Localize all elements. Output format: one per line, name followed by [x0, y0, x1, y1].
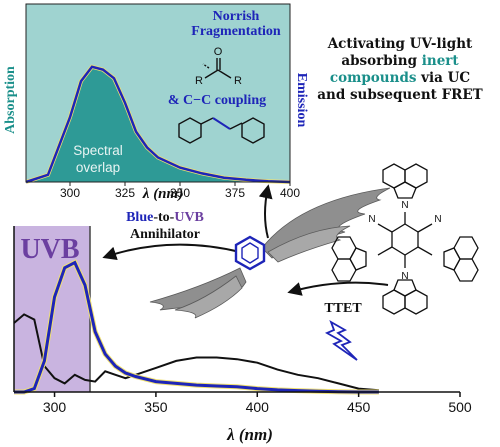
top-x-axis-label: λ (nm)	[142, 186, 183, 202]
annihilator-emission-curve	[14, 260, 379, 394]
ketone-oxygen-atom: O	[214, 46, 223, 58]
caption-inert: inert	[421, 53, 459, 69]
norrish-title-line1: Norrish	[213, 9, 260, 24]
top-x-tick-label: 325	[115, 186, 135, 200]
cyano-left: N	[368, 214, 375, 225]
absorption-label: Absorption	[3, 66, 18, 134]
ketone-r-left: R	[195, 75, 203, 87]
ketone-structure-icon	[202, 58, 232, 79]
ketone-r-right: R	[234, 75, 242, 87]
ttet-label: TTET	[324, 301, 362, 316]
top-x-tick-label: 350	[170, 186, 190, 200]
caption-line2-a: absorbing	[341, 53, 422, 69]
uvb-label: UVB	[20, 234, 79, 265]
lightning-icon	[324, 319, 358, 361]
norrish-title-line2: Fragmentation	[191, 24, 281, 39]
caption-line4: and subsequent FRET	[317, 87, 483, 103]
to-word: -to-	[153, 210, 174, 225]
top-x-tick-label: 375	[225, 186, 245, 200]
coupling-label: & C−C coupling	[168, 93, 266, 108]
annihilator-label-line2: Annihilator	[130, 227, 200, 242]
spectral-overlap-area	[26, 66, 290, 182]
bottom-x-tick-label: 350	[144, 399, 168, 415]
bottom-x-tick-label: 450	[347, 399, 371, 415]
sensitizer-structure-icon	[331, 163, 479, 315]
top-spectrum-panel: 300 325 350 375 400 Absorption Emission Spec…	[3, 3, 309, 202]
annihilator-label-line1: Blue-to-UVB	[126, 210, 204, 225]
bottom-x-tick-label: 300	[43, 399, 67, 415]
stilbene-structure-icon	[178, 117, 265, 144]
caption-line1: Activating UV-light	[327, 36, 473, 52]
bottom-x-axis-label: λ (nm)	[226, 425, 273, 444]
cyano-right: N	[434, 214, 441, 225]
overlap-label-line2: overlap	[76, 160, 120, 175]
top-x-ticks: 300 325 350 375 400	[60, 182, 300, 200]
carbazole-n-top: N	[401, 200, 408, 211]
emission-curve	[25, 65, 291, 184]
wings-icon	[149, 187, 391, 319]
blue-word: Blue	[126, 210, 153, 225]
caption-line3: compounds via UC	[302, 70, 498, 87]
bottom-spectrum-panel: UVB 300 350 400 450 500 λ (nm)	[13, 226, 472, 444]
caption: Activating UV-light absorbing inert comp…	[302, 36, 498, 104]
arrow-to-uvb-panel	[102, 243, 241, 261]
caption-line2: absorbing inert	[302, 53, 498, 70]
top-x-tick-label: 300	[60, 186, 80, 200]
uvb-word: UVB	[174, 210, 204, 225]
annihilator-benzene-icon	[234, 235, 266, 271]
overlap-label-line1: Spectral	[73, 143, 123, 158]
bottom-x-tick-label: 500	[448, 399, 472, 415]
caption-line3-b: via UC	[416, 70, 471, 86]
top-frame	[25, 3, 291, 183]
caption-compounds: compounds	[329, 70, 417, 86]
emission-label: Emission	[294, 73, 309, 128]
bottom-x-ticks: 300 350 400 450 500	[43, 392, 472, 415]
ttet-arrow	[287, 281, 389, 296]
carbazole-n-bottom: N	[401, 271, 408, 282]
top-x-tick-label: 400	[280, 186, 300, 200]
arrow-to-top-panel	[258, 184, 273, 239]
bottom-x-tick-label: 400	[246, 399, 270, 415]
